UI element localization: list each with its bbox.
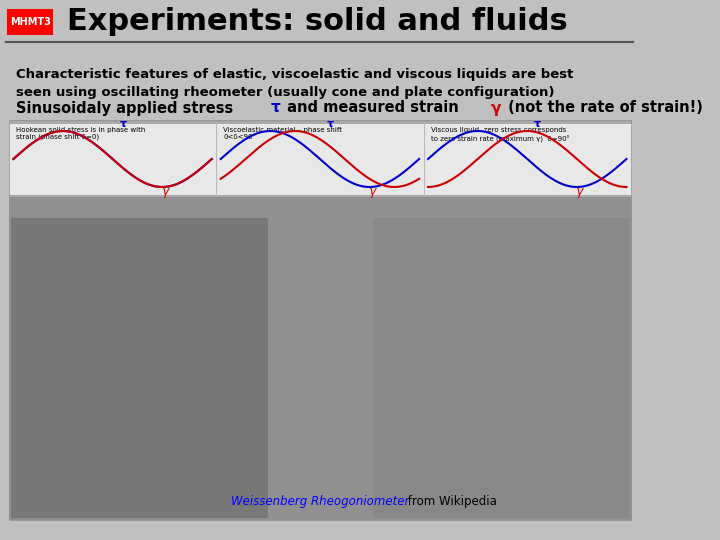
FancyBboxPatch shape	[9, 197, 631, 520]
Text: τ: τ	[120, 119, 127, 129]
Text: Sinusoidaly applied stress: Sinusoidaly applied stress	[16, 100, 238, 116]
Text: Hookean solid-stress is in phase with
strain (phase shift δ=0): Hookean solid-stress is in phase with st…	[16, 127, 145, 140]
Text: τ: τ	[327, 119, 334, 129]
Text: Viscoelastic material – phase shift
0<δ<90: Viscoelastic material – phase shift 0<δ<…	[223, 127, 342, 140]
FancyBboxPatch shape	[11, 218, 269, 518]
Text: γ: γ	[575, 185, 582, 198]
FancyBboxPatch shape	[9, 123, 631, 195]
Text: γ: γ	[161, 185, 168, 198]
Text: Viscous liquid- zero stress corresponds
to zero strain rate (maximum γ)  δ=90⁰: Viscous liquid- zero stress corresponds …	[431, 127, 569, 141]
Text: Experiments: solid and fluids: Experiments: solid and fluids	[67, 8, 567, 37]
Text: γ: γ	[368, 185, 375, 198]
Text: τ: τ	[271, 100, 281, 116]
Text: MHMT3: MHMT3	[10, 17, 50, 27]
FancyBboxPatch shape	[7, 9, 53, 35]
Text: from Wikipedia: from Wikipedia	[405, 495, 498, 508]
Text: Weissenberg Rheogoniometer: Weissenberg Rheogoniometer	[230, 495, 409, 508]
Text: γ: γ	[491, 100, 501, 116]
Text: and measured strain: and measured strain	[282, 100, 464, 116]
FancyBboxPatch shape	[9, 120, 631, 520]
FancyBboxPatch shape	[373, 218, 629, 518]
Text: Characteristic features of elastic, viscoelastic and viscous liquids are best
se: Characteristic features of elastic, visc…	[16, 68, 573, 99]
Text: τ: τ	[534, 119, 541, 129]
Text: (not the rate of strain!): (not the rate of strain!)	[503, 100, 703, 116]
